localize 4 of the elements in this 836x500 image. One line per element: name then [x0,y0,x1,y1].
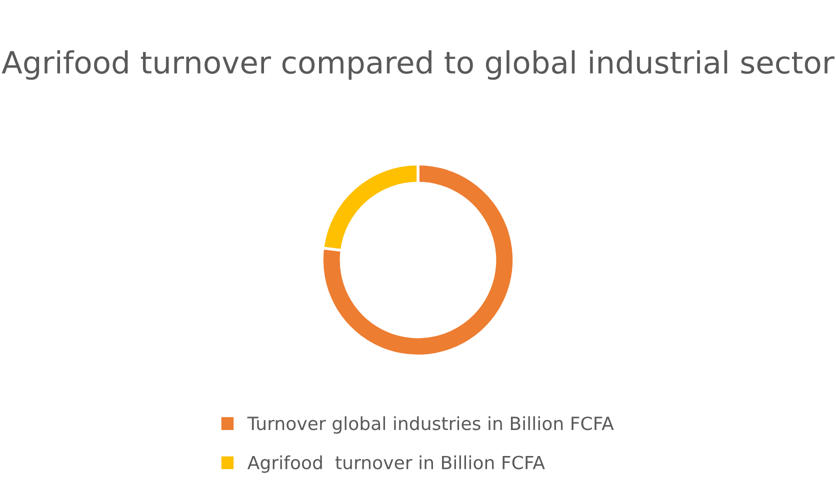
chart-title: Agrifood turnover compared to global industrial sector [2,50,834,80]
donut-slice [320,162,516,358]
legend-label: Agrifood turnover in Billion FCFA [247,455,545,473]
legend-label: Turnover global industries in Billion FCFA [247,416,614,434]
